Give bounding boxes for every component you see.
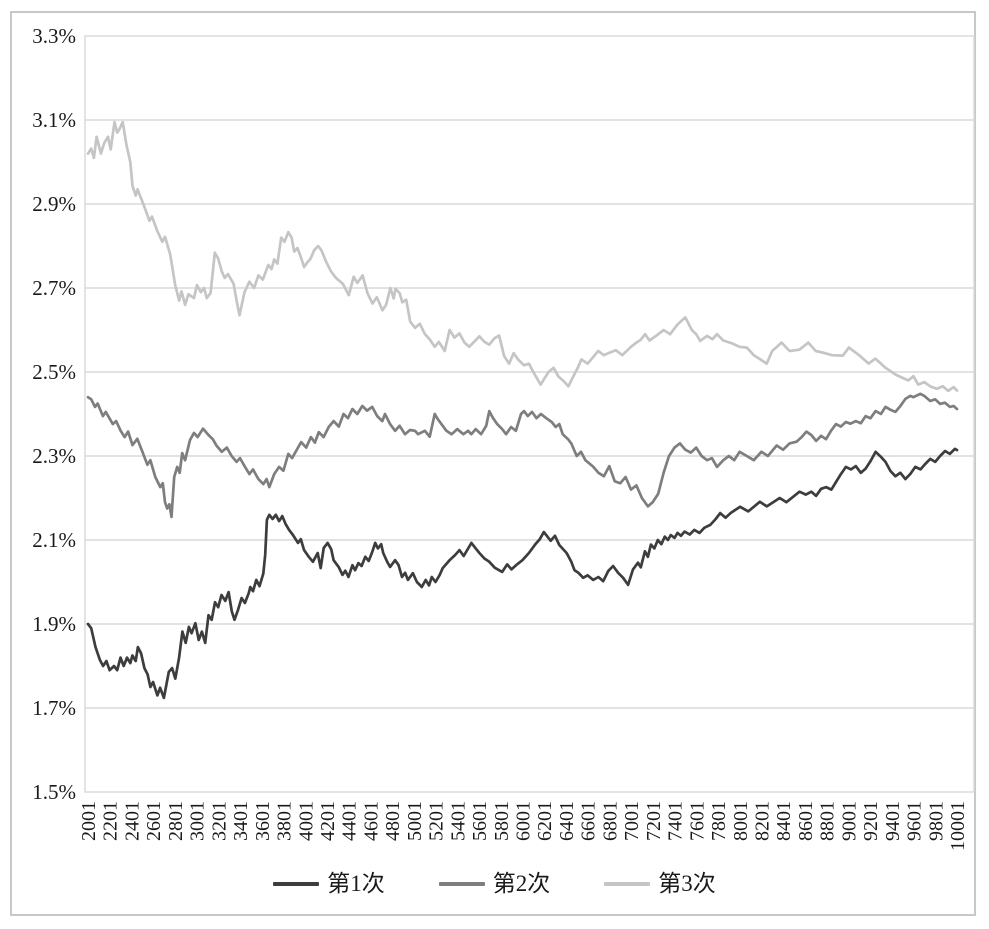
series-line-1	[86, 447, 959, 700]
x-axis-tick-label: 2401	[121, 801, 143, 841]
x-axis-tick-label: 5801	[491, 801, 513, 841]
figure-frame	[10, 11, 976, 916]
x-axis-tick-label: 7401	[665, 801, 687, 841]
legend-label: 第3次	[658, 871, 716, 896]
series-line-3	[86, 120, 959, 393]
x-axis-tick-label: 7001	[621, 801, 643, 841]
x-axis-tick-label: 4401	[339, 801, 361, 841]
x-axis-tick-label: 7801	[708, 801, 730, 841]
legend-item: 第2次	[438, 871, 551, 896]
x-axis-tick-label: 8401	[773, 801, 795, 841]
legend-line-swatch	[438, 881, 485, 886]
x-axis-tick-label: 4801	[382, 801, 404, 841]
y-axis-tick-label: 2.7%	[32, 276, 76, 300]
legend-label: 第1次	[327, 871, 385, 896]
x-axis-tick-label: 3801	[274, 801, 296, 841]
plot-area-border	[84, 35, 975, 793]
x-axis-tick-label: 6601	[578, 801, 600, 841]
x-axis-tick-label: 9201	[860, 801, 882, 841]
x-axis-tick-label: 2801	[165, 801, 187, 841]
x-axis-tick-label: 8601	[795, 801, 817, 841]
legend-line-swatch	[604, 881, 651, 886]
x-axis-tick-label: 7601	[686, 801, 708, 841]
chart-legend: 第1次 第2次 第3次	[0, 872, 989, 895]
legend-label: 第2次	[492, 871, 551, 896]
x-axis-tick-label: 3601	[252, 801, 274, 841]
x-axis-tick-label: 8001	[730, 801, 752, 841]
x-axis-tick-label: 8201	[751, 801, 773, 841]
x-axis-tick-label: 7201	[643, 801, 665, 841]
y-axis-tick-label: 3.3%	[32, 24, 76, 48]
x-axis-tick-label: 3001	[187, 801, 209, 841]
x-axis-tick-label: 2001	[78, 801, 100, 841]
y-axis-tick-label: 2.1%	[32, 528, 76, 552]
x-axis-tick-label: 8801	[817, 801, 839, 841]
x-axis-tick-label: 5401	[447, 801, 469, 841]
y-axis-tick-label: 1.9%	[32, 612, 76, 636]
x-axis-tick-label: 6801	[599, 801, 621, 841]
y-axis-tick-label: 2.5%	[32, 360, 76, 384]
x-axis-tick-label: 9801	[925, 801, 947, 841]
x-axis-tick-label: 10001	[947, 801, 969, 851]
x-axis-tick-label: 9401	[882, 801, 904, 841]
y-axis-tick-label: 1.5%	[32, 780, 76, 804]
x-axis-tick-label: 5201	[426, 801, 448, 841]
y-axis-tick-label: 1.7%	[32, 696, 76, 720]
x-axis-tick-label: 3401	[230, 801, 252, 841]
x-axis-tick-label: 3201	[208, 801, 230, 841]
legend-item: 第1次	[273, 872, 385, 895]
x-axis-tick-label: 4001	[295, 801, 317, 841]
legend-item: 第3次	[604, 872, 716, 895]
y-axis-tick-label: 2.3%	[32, 444, 76, 468]
y-axis-tick-label: 3.1%	[32, 108, 76, 132]
x-axis-tick-label: 5001	[404, 801, 426, 841]
series-line-2	[86, 392, 959, 519]
x-axis-tick-label: 2201	[100, 801, 122, 841]
x-axis-tick-label: 6201	[534, 801, 556, 841]
x-axis-tick-label: 2601	[143, 801, 165, 841]
legend-line-swatch	[273, 881, 320, 886]
x-axis-tick-label: 4601	[360, 801, 382, 841]
y-axis-tick-label: 2.9%	[32, 192, 76, 216]
x-axis-tick-label: 6001	[513, 801, 535, 841]
x-axis-tick-label: 5601	[469, 801, 491, 841]
x-axis-tick-label: 4201	[317, 801, 339, 841]
x-axis-tick-label: 9601	[904, 801, 926, 841]
x-axis-tick-label: 6401	[556, 801, 578, 841]
x-axis-tick-label: 9001	[838, 801, 860, 841]
